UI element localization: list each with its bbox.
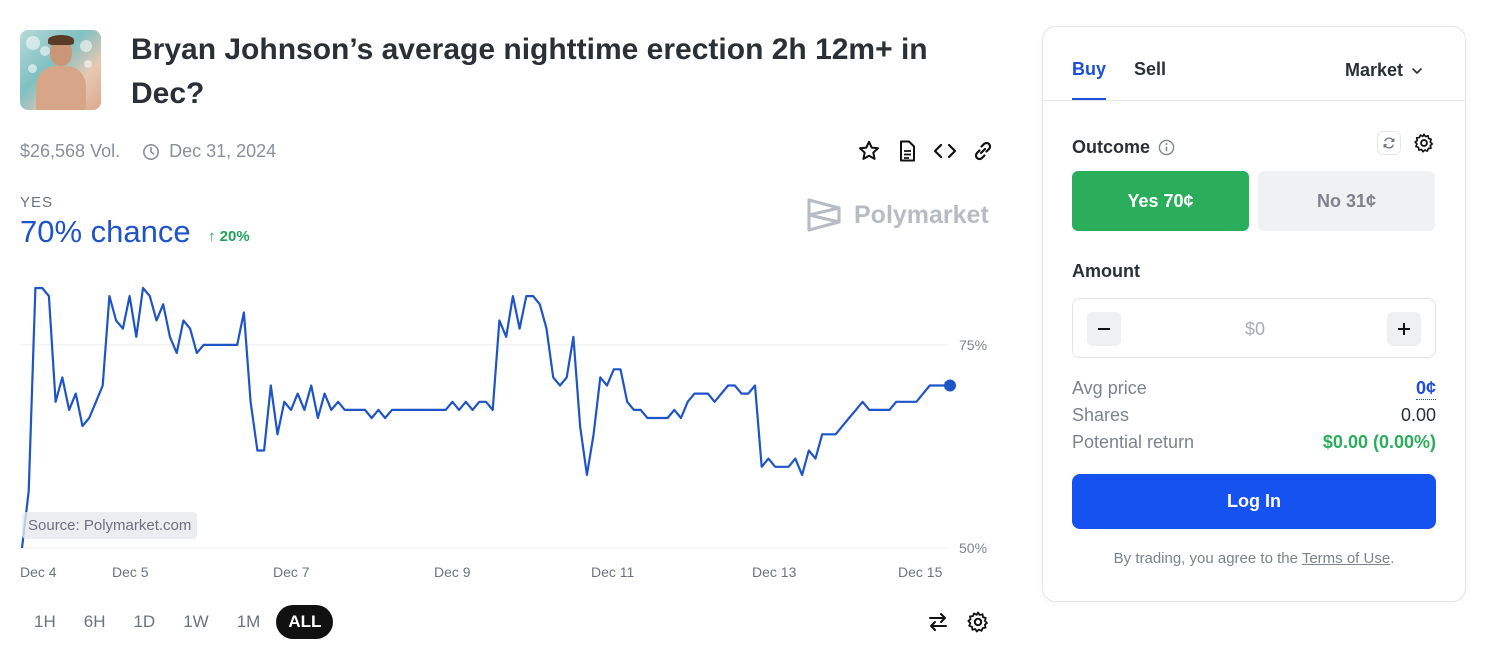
settings-icon[interactable] xyxy=(1413,132,1435,154)
tab-sell[interactable]: Sell xyxy=(1134,59,1167,79)
shares-value: 0.00 xyxy=(1400,405,1436,425)
x-tick-label: Dec 5 xyxy=(112,564,149,580)
potential-return-row: Potential return $0.00 (0.00%) xyxy=(1072,432,1436,453)
link-icon[interactable] xyxy=(971,139,995,163)
chance-delta: ↑ 20% xyxy=(208,228,250,245)
shares-row: Shares 0.00 xyxy=(1072,405,1436,426)
chevron-down-icon xyxy=(1412,67,1422,74)
range-tab-1d[interactable]: 1D xyxy=(133,612,156,631)
chance-value: 70% chance xyxy=(20,214,191,249)
order-type-select[interactable]: Market xyxy=(1345,60,1423,81)
avg-price-label: Avg price xyxy=(1072,378,1147,398)
info-icon[interactable] xyxy=(1158,139,1175,156)
refresh-icon xyxy=(1383,137,1395,149)
amount-input[interactable] xyxy=(1133,313,1377,345)
polymarket-watermark: Polymarket xyxy=(806,195,989,235)
clock-icon xyxy=(143,143,160,160)
brand-name: Polymarket xyxy=(854,200,989,229)
decrease-amount-button[interactable] xyxy=(1087,312,1121,346)
range-tab-1m[interactable]: 1M xyxy=(236,612,261,631)
yes-outcome-button[interactable]: Yes 70¢ xyxy=(1072,171,1249,231)
increase-amount-button[interactable] xyxy=(1387,312,1421,346)
x-tick-label: Dec 13 xyxy=(752,564,797,580)
terms-prefix: By trading, you agree to the xyxy=(1113,550,1302,567)
no-outcome-button[interactable]: No 31¢ xyxy=(1258,171,1435,231)
potential-return-label: Potential return xyxy=(1072,432,1195,452)
outcome-label: YES xyxy=(20,194,54,211)
minus-icon xyxy=(1098,328,1110,330)
range-tab-6h[interactable]: 6H xyxy=(83,612,106,631)
outcome-heading: Outcome xyxy=(1072,137,1175,158)
x-tick-label: Dec 7 xyxy=(273,564,310,580)
terms-of-use-link[interactable]: Terms of Use xyxy=(1301,550,1391,567)
end-date: Dec 31, 2024 xyxy=(169,141,277,161)
code-icon[interactable] xyxy=(933,139,957,163)
x-tick-label: Dec 9 xyxy=(434,564,471,580)
chart-settings-icon[interactable] xyxy=(966,610,990,634)
shares-label: Shares xyxy=(1072,405,1130,425)
market-image xyxy=(20,30,101,110)
avg-price-row: Avg price 0¢ xyxy=(1072,378,1436,400)
volume-text: $26,568 Vol. xyxy=(20,141,121,161)
swap-icon[interactable] xyxy=(926,610,950,634)
x-tick-label: Dec 15 xyxy=(898,564,943,580)
login-button[interactable]: Log In xyxy=(1072,474,1436,529)
order-type-label: Market xyxy=(1344,60,1403,80)
trade-panel: Buy Sell Market Outcome Yes 70¢ No 31¢ A… xyxy=(1042,26,1466,602)
current-point xyxy=(944,379,956,392)
range-tab-all[interactable]: ALL xyxy=(276,605,334,639)
range-tab-1w[interactable]: 1W xyxy=(183,612,209,631)
x-tick-label: Dec 4 xyxy=(20,564,57,580)
market-meta: $26,568 Vol. Dec 31, 2024 xyxy=(20,141,276,162)
trade-tabs: Buy Sell Market xyxy=(1043,27,1465,101)
refresh-button[interactable] xyxy=(1377,131,1401,155)
tab-buy[interactable]: Buy xyxy=(1072,59,1107,100)
document-icon[interactable] xyxy=(895,139,919,163)
amount-stepper xyxy=(1072,298,1436,358)
potential-return-value: $0.00 (0.00%) xyxy=(1322,432,1436,452)
y-tick-label: 50% xyxy=(959,540,987,556)
series-line xyxy=(20,286,950,549)
chart-tools xyxy=(926,610,990,634)
terms-notice: By trading, you agree to the Terms of Us… xyxy=(1043,550,1465,567)
plus-icon xyxy=(1398,323,1410,335)
outcome-tools xyxy=(1377,131,1435,155)
x-tick-label: Dec 11 xyxy=(591,564,635,580)
market-toolbar xyxy=(857,139,995,163)
market-title: Bryan Johnson’s average nighttime erecti… xyxy=(131,33,928,110)
outcome-heading-text: Outcome xyxy=(1072,137,1151,157)
star-icon[interactable] xyxy=(857,139,881,163)
terms-suffix: . xyxy=(1390,550,1395,567)
y-tick-label: 75% xyxy=(959,337,987,353)
avg-price-value[interactable]: 0¢ xyxy=(1415,378,1436,400)
range-tab-1h[interactable]: 1H xyxy=(34,612,56,631)
amount-label: Amount xyxy=(1072,261,1140,281)
price-chart[interactable]: 75% 50% Dec 4 Dec 5 Dec 7 Dec 9 Dec 11 Dec 13 De… xyxy=(0,270,1000,590)
source-label: Source: Polymarket.com xyxy=(22,512,198,539)
range-tabs: 1H 6H 1D 1W 1M ALL xyxy=(22,605,334,639)
polymarket-logo-icon xyxy=(807,198,841,232)
